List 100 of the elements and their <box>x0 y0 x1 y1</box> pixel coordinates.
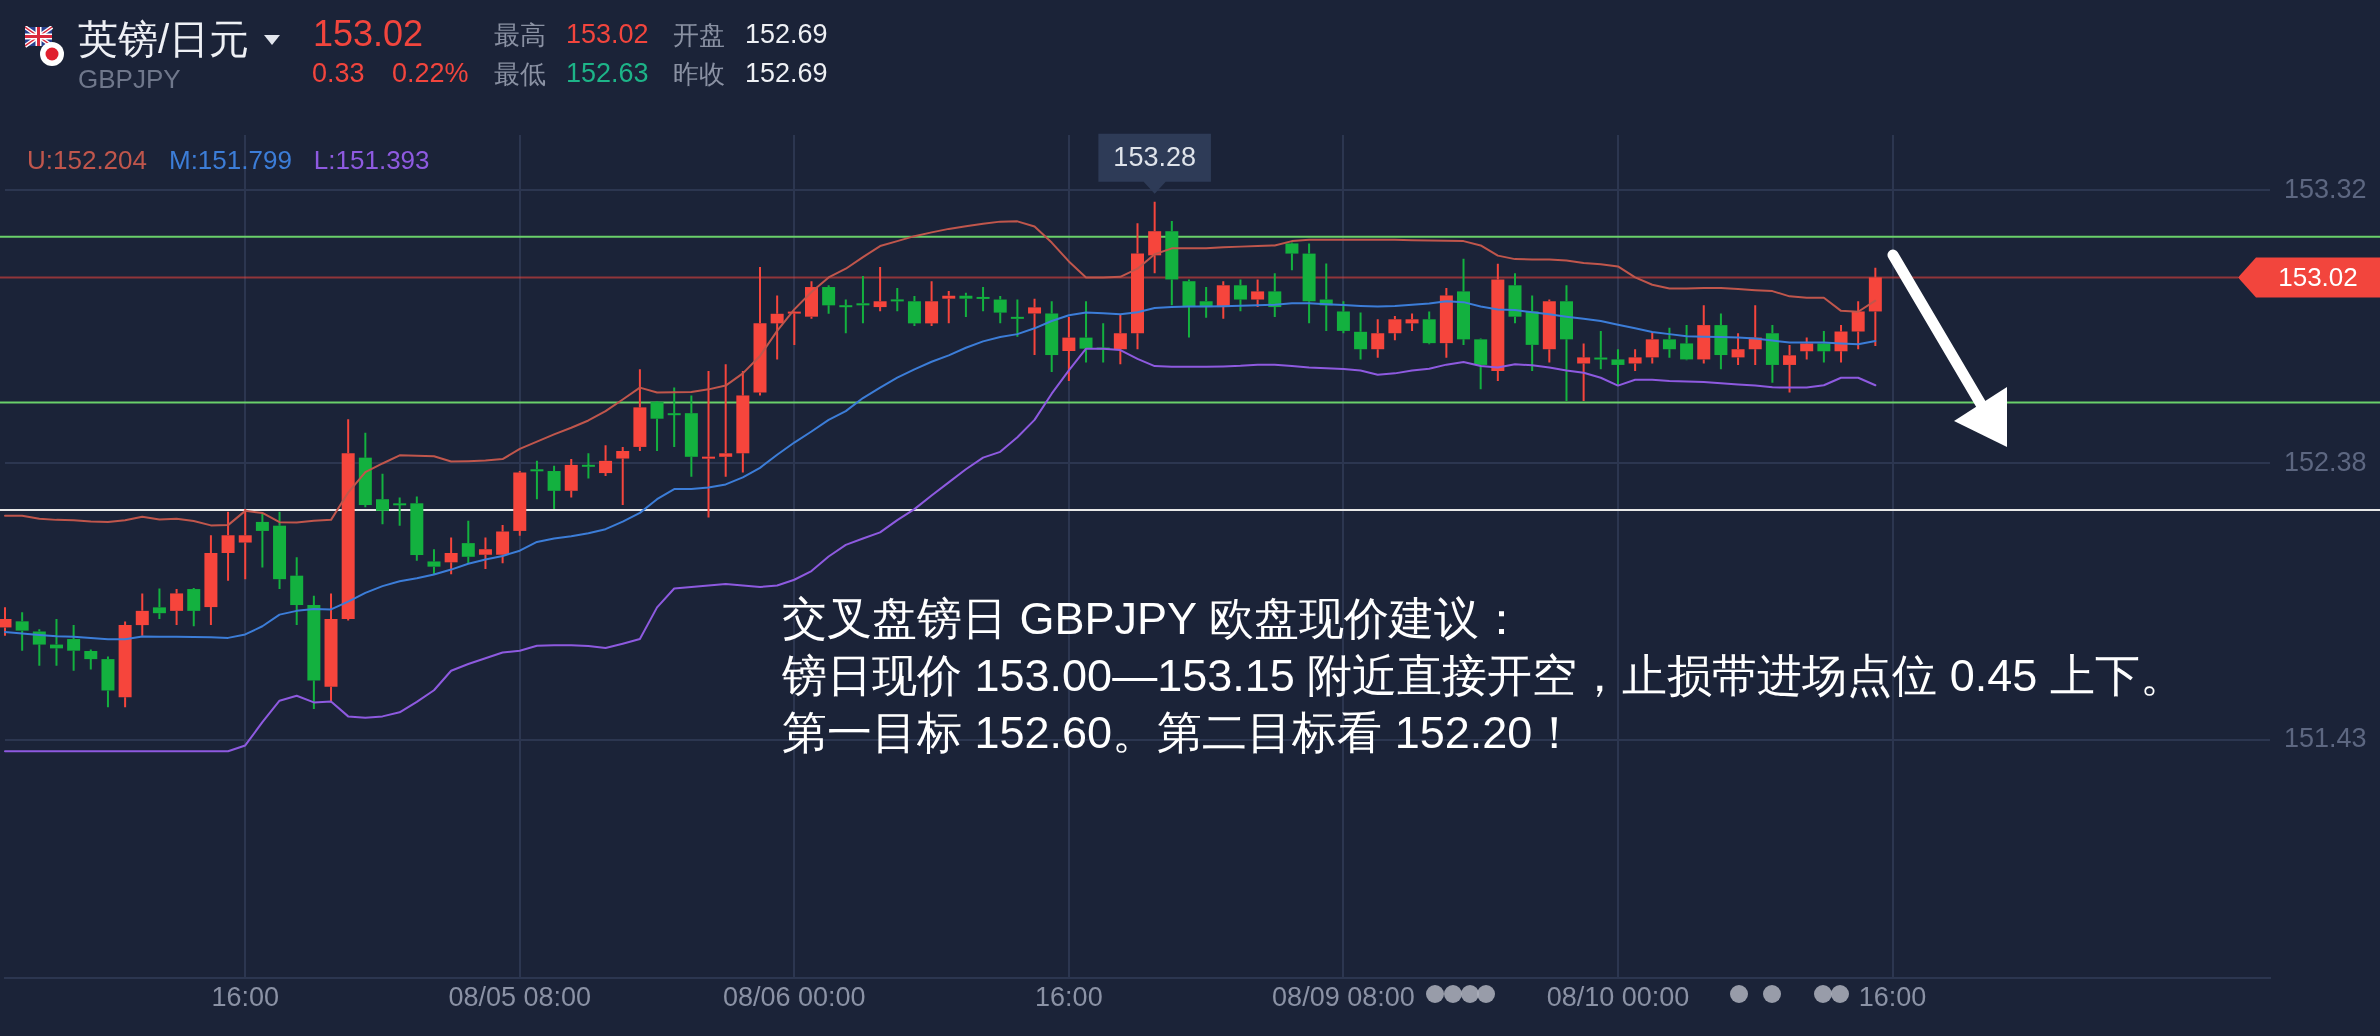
candlestick <box>1508 272 1522 325</box>
candlestick <box>1285 243 1299 272</box>
candlestick <box>101 655 115 709</box>
candlestick <box>1079 300 1093 364</box>
x-tick-label: 16:00 <box>211 981 280 1012</box>
text: 最高 <box>494 20 546 50</box>
candlestick <box>804 280 818 320</box>
x-tick-label: 08/06 00:00 <box>723 981 866 1012</box>
candlestick <box>67 624 81 672</box>
candlestick <box>1731 332 1745 366</box>
candlestick <box>1028 297 1042 357</box>
candlestick <box>1354 311 1368 361</box>
candlestick <box>1062 315 1076 382</box>
candlestick <box>873 265 887 313</box>
text: 152.63 <box>566 58 649 88</box>
candlestick <box>1216 280 1230 320</box>
candlestick <box>1697 304 1711 365</box>
candlestick <box>204 534 218 627</box>
y-tick-label: 151.43 <box>2284 723 2367 754</box>
candlestick <box>152 587 166 620</box>
text: L:151.393 <box>313 145 430 175</box>
x-tick-label: 16:00 <box>1858 981 1927 1012</box>
candlestick <box>1131 222 1144 351</box>
y-tick-label: 152.38 <box>2284 446 2367 477</box>
annotation: 交叉盘镑日 GBPJPY 欧盘现价建议： <box>782 593 1524 644</box>
chart-title: 英镑/日元 <box>78 17 250 61</box>
text: 开盘 <box>673 20 725 50</box>
candlestick <box>530 459 544 501</box>
candlestick <box>1010 298 1024 338</box>
candlestick <box>1474 339 1488 391</box>
candlestick <box>702 370 716 519</box>
y-tick-label: 153.32 <box>2284 173 2367 204</box>
candlestick <box>925 280 939 327</box>
candlestick <box>1611 348 1625 387</box>
candlestick <box>358 431 372 509</box>
candlestick <box>15 611 29 652</box>
text: 153.02 <box>313 13 424 54</box>
candlestick <box>890 286 904 313</box>
candlestick <box>1148 200 1162 275</box>
candlestick <box>238 508 252 581</box>
candlestick <box>255 513 269 569</box>
candlestick <box>1422 310 1436 344</box>
candlestick <box>839 298 853 335</box>
candlestick <box>1628 348 1642 373</box>
x-tick-label: 08/09 08:00 <box>1272 981 1415 1012</box>
candlestick <box>616 445 630 507</box>
candlestick <box>942 290 956 325</box>
x-tick-label: 08/10 00:00 <box>1546 981 1690 1012</box>
candlestick <box>1714 312 1728 371</box>
candlestick <box>1525 294 1539 373</box>
candlestick <box>1251 278 1265 309</box>
candlestick <box>564 458 578 499</box>
candlestick <box>1868 266 1882 348</box>
candlestick <box>976 286 990 313</box>
candlestick <box>1559 284 1573 402</box>
candlestick <box>1491 262 1505 382</box>
candlestick <box>959 291 973 318</box>
candlestick <box>650 401 664 452</box>
candlestick <box>376 472 389 526</box>
candlestick <box>84 650 98 671</box>
candlestick <box>1439 286 1453 359</box>
candlestick <box>1165 220 1179 307</box>
candlestick <box>427 548 441 576</box>
candlestick <box>1457 257 1471 346</box>
candlestick <box>856 274 870 325</box>
candlestick <box>547 464 561 511</box>
candlestick <box>221 510 235 582</box>
text: 0.22% <box>392 58 469 88</box>
candlestick <box>1594 329 1608 371</box>
candlestick <box>1765 324 1779 384</box>
annotation: 第一目标 152.60。第二目标看 152.20！ <box>782 707 1578 758</box>
candlestick <box>307 594 321 711</box>
candlestick <box>1783 343 1797 394</box>
candlestick <box>1851 300 1865 351</box>
candlestick <box>273 510 287 591</box>
candlestick <box>410 495 424 562</box>
text: 153.02 <box>566 19 649 49</box>
candlestick <box>118 620 132 709</box>
candlestick <box>907 295 921 327</box>
candlestick <box>1182 278 1196 339</box>
text: M:151.799 <box>168 145 292 175</box>
candlestick <box>1680 324 1694 360</box>
candlestick <box>684 394 698 478</box>
text: 152.69 <box>745 58 828 88</box>
candlestick <box>324 592 338 704</box>
candlestick <box>667 386 681 448</box>
candlestick <box>1662 326 1676 359</box>
annotation: 镑日现价 153.00—153.15 附近直接开空，止损带进场点位 0.45 上下。 <box>782 650 2185 701</box>
text: 昨收 <box>673 59 725 89</box>
candlestick <box>993 295 1007 325</box>
chart-subtitle: GBPJPY <box>78 64 181 94</box>
candlestick <box>1577 342 1591 402</box>
ref-line-label: 153.02 <box>2278 261 2358 292</box>
annotation: 153.28 <box>1113 142 1196 173</box>
text: 最低 <box>494 59 546 89</box>
candlestick <box>393 496 407 527</box>
candlestick <box>0 606 12 637</box>
x-tick-label: 08/05 08:00 <box>448 981 592 1012</box>
candlestick <box>599 444 613 477</box>
candlestick <box>1371 318 1385 359</box>
